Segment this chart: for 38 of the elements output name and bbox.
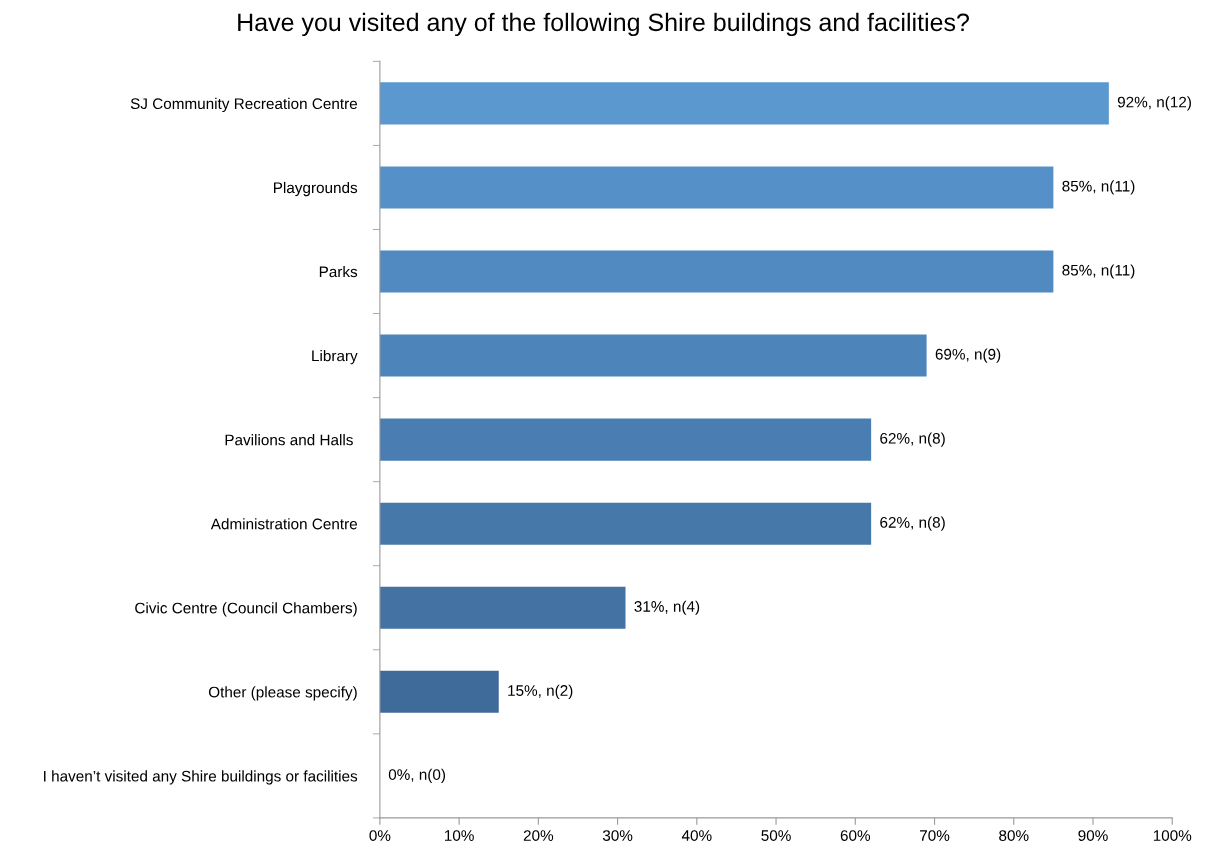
- chart-title: Have you visited any of the following Shire buildings and facilities?: [238, 12, 969, 37]
- y-tick-label: Civic Centre (Council Chambers): [135, 602, 357, 617]
- data-label: 31%, n(4): [634, 600, 700, 615]
- data-label: 15%, n(2): [508, 684, 573, 699]
- x-tick-label: 20%: [523, 830, 554, 841]
- y-tick-label: Pavilions and Halls: [225, 434, 353, 446]
- bar: [379, 250, 1054, 293]
- bar: [379, 418, 872, 461]
- bar: [379, 502, 872, 545]
- x-tick-label: 40%: [681, 830, 712, 841]
- data-label: 92%, n(12): [1117, 96, 1191, 111]
- x-tick-label: 80%: [999, 830, 1029, 841]
- y-tick-label: Playgrounds: [274, 181, 358, 197]
- bar: [379, 166, 1054, 209]
- bar: [379, 670, 499, 713]
- data-label: 85%, n(11): [1062, 180, 1135, 195]
- y-tick-label: Library: [312, 350, 358, 365]
- bar: [379, 82, 1109, 125]
- data-label: 69%, n(9): [935, 348, 1001, 363]
- data-label: 85%, n(11): [1062, 264, 1135, 279]
- x-tick-label: 100%: [1153, 830, 1192, 841]
- bar: [379, 334, 927, 377]
- y-tick-label: SJ Community Recreation Centre: [130, 97, 357, 113]
- x-tick-label: 90%: [1078, 830, 1108, 841]
- x-tick-label: 70%: [920, 830, 950, 841]
- x-tick-label: 60%: [840, 830, 871, 841]
- y-tick-label: I haven’t visited any Shire buildings or facilities: [44, 770, 358, 785]
- x-tick-label: 50%: [761, 830, 791, 841]
- data-label: 62%, n(8): [880, 516, 945, 531]
- x-tick-label: 10%: [445, 830, 474, 841]
- data-label: 0%, n(0): [388, 768, 446, 783]
- x-tick-label: 0%: [369, 830, 391, 841]
- y-tick-label: Other (please specify): [208, 686, 357, 701]
- x-tick-label: 30%: [602, 830, 633, 841]
- y-tick-label: Parks: [319, 265, 358, 278]
- bar: [379, 586, 626, 629]
- y-tick-label: Administration Centre: [210, 518, 357, 530]
- data-label: 62%, n(8): [880, 432, 945, 447]
